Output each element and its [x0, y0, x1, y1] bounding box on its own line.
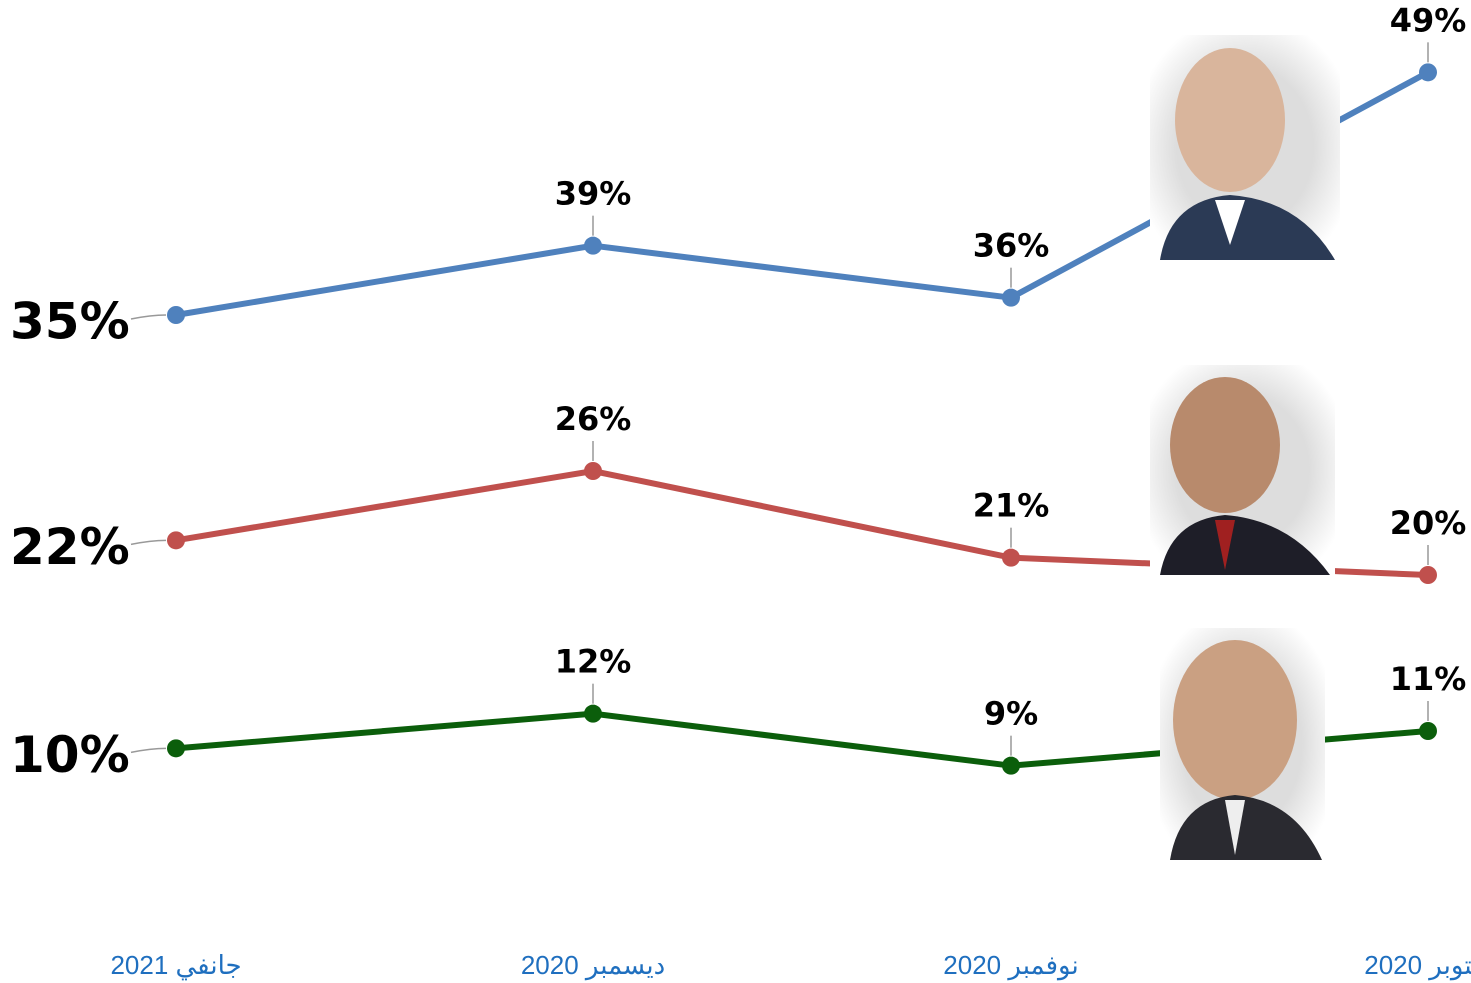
- point: [584, 462, 602, 480]
- point: [1002, 288, 1020, 307]
- point: [584, 236, 602, 255]
- photos: [1150, 35, 1340, 860]
- data-label: 11%: [1390, 660, 1467, 698]
- data-label: 9%: [984, 695, 1038, 733]
- leader-line: [130, 747, 167, 754]
- point: [584, 704, 602, 723]
- photo: [1150, 365, 1335, 575]
- point: [1002, 548, 1020, 567]
- point: [167, 306, 185, 324]
- point: [1002, 756, 1020, 775]
- data-label: 20%: [1390, 504, 1467, 542]
- x-tick-label: أكتوبر 2020: [1364, 947, 1471, 981]
- point: [1419, 63, 1437, 82]
- point: [1419, 566, 1437, 584]
- point: [167, 739, 185, 758]
- data-label: 26%: [555, 400, 632, 438]
- data-label: 36%: [973, 227, 1050, 265]
- leader-line: [130, 314, 167, 320]
- leader-line: [130, 539, 167, 546]
- point: [167, 531, 185, 550]
- x-tick-label: نوفمبر 2020: [943, 950, 1078, 981]
- data-label: 49%: [1390, 1, 1467, 39]
- data-label: 12%: [555, 643, 632, 681]
- point: [1419, 722, 1437, 740]
- data-label: 35%: [10, 293, 130, 351]
- data-label: 10%: [10, 726, 130, 784]
- x-tick-label: ديسمبر 2020: [521, 950, 665, 981]
- photo: [1150, 35, 1340, 260]
- data-label: 39%: [555, 175, 632, 213]
- data-label: 22%: [10, 518, 130, 576]
- data-label: 21%: [973, 487, 1050, 525]
- photo: [1160, 628, 1325, 860]
- x-tick-label: جانفي 2021: [110, 950, 241, 980]
